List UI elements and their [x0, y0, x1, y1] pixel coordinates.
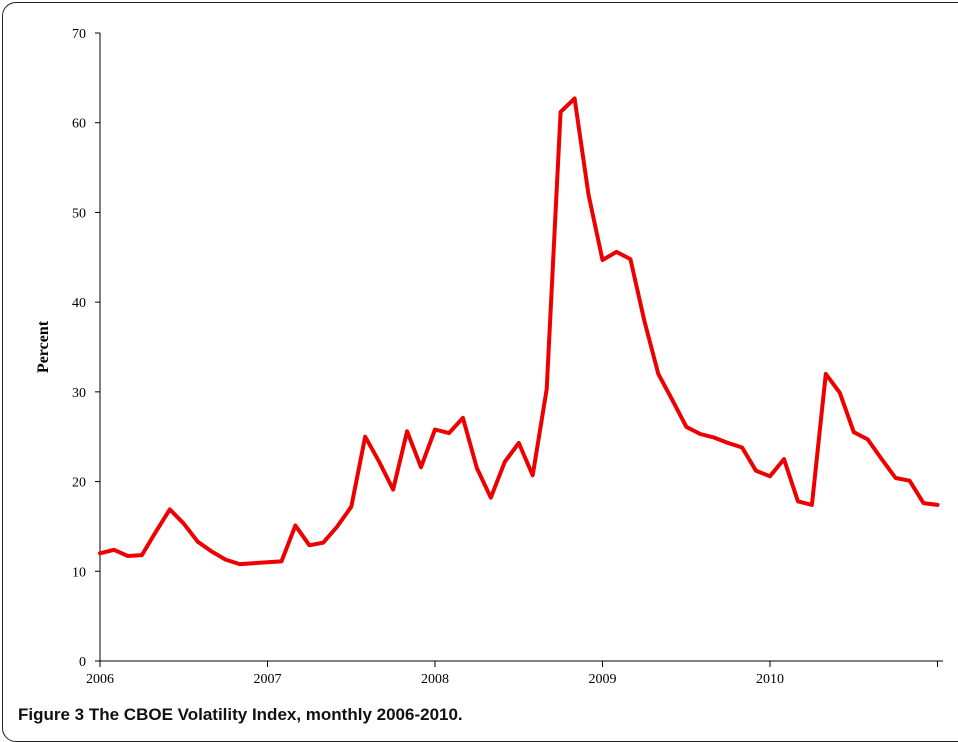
x-tick-label: 2010: [756, 672, 784, 687]
y-tick-label: 0: [79, 655, 86, 670]
y-tick-label: 20: [72, 476, 86, 491]
y-tick-label: 40: [72, 296, 86, 311]
x-tick-label: 2006: [86, 672, 114, 687]
caption-label: Figure 3: [18, 705, 85, 724]
y-tick-label: 10: [72, 565, 86, 580]
x-tick-label: 2008: [421, 672, 449, 687]
x-tick-labels: 2006 2007 2008 2009 2010: [86, 672, 784, 687]
vix-series-line: [98, 96, 940, 567]
y-tick-label: 30: [72, 386, 86, 401]
x-tick-label: 2007: [254, 672, 282, 687]
x-tick-label: 2009: [589, 672, 617, 687]
y-tick-labels: 0 10 20 30 40 50 60 70: [72, 27, 86, 670]
y-tick-label: 70: [72, 27, 86, 42]
caption-text: The CBOE Volatility Index, monthly 2006-…: [88, 705, 463, 724]
y-tick-label: 50: [72, 206, 86, 221]
y-axis-label: Percent: [35, 320, 52, 373]
y-tick-label: 60: [72, 117, 86, 132]
chart-axes: [95, 32, 943, 667]
series-group: [98, 96, 940, 567]
vix-line-chart: 0 10 20 30 40 50 60 70 2006 2007 2008 2009 2010 Per…: [35, 27, 943, 687]
figure-caption: Figure 3 The CBOE Volatility Index, mont…: [18, 705, 463, 725]
